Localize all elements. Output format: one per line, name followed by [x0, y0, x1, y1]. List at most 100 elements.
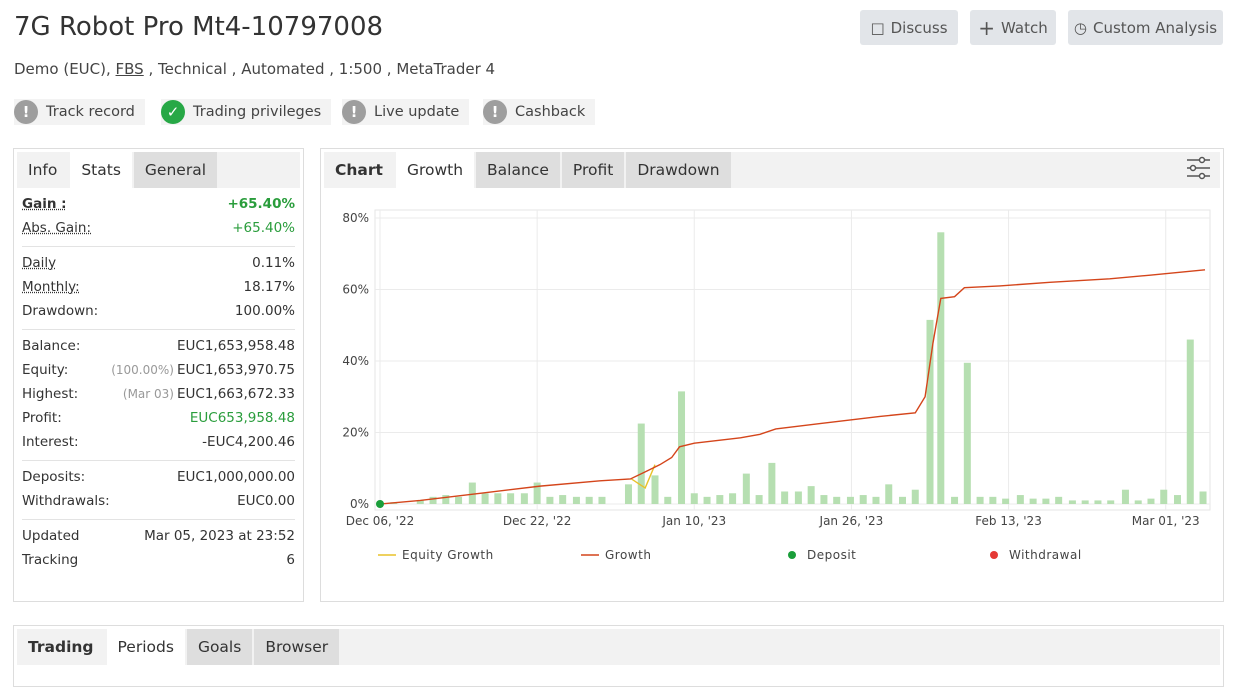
stats-value-text: EUC1,000,000.00 — [176, 469, 295, 485]
stats-value-text: 6 — [286, 552, 295, 568]
badge-label: Track record — [46, 104, 135, 120]
discuss-button[interactable]: □ Discuss — [860, 10, 958, 45]
stats-row: Withdrawals: EUC0.00 — [22, 489, 295, 513]
bar — [546, 496, 554, 504]
legend-label: Growth — [605, 548, 651, 562]
x-tick-label: Feb 13, '23 — [975, 514, 1042, 528]
bar — [559, 495, 567, 504]
subtitle: Demo (EUC), FBS , Technical , Automated … — [14, 60, 495, 78]
stats-label: Monthly: — [22, 279, 80, 295]
stats-value-text: EUC0.00 — [237, 493, 295, 509]
stats-value: EUC0.00 — [237, 493, 295, 509]
stats-group: Updated Mar 05, 2023 at 23:52 Tracking 6 — [22, 520, 295, 578]
bar — [1107, 500, 1115, 504]
bar — [1134, 500, 1142, 504]
stats-value: +65.40% — [227, 196, 295, 212]
legend-swatch — [788, 551, 796, 559]
tab[interactable]: Periods — [106, 629, 185, 665]
stats-value: EUC1,000,000.00 — [177, 469, 295, 485]
stats-value: (100.00%) EUC1,653,970.75 — [111, 362, 295, 378]
tab[interactable]: Chart — [335, 161, 383, 179]
tab[interactable]: Info — [28, 161, 58, 179]
bar — [1081, 500, 1089, 504]
stats-row: Drawdown: 100.00% — [22, 299, 295, 323]
tab[interactable]: Growth — [395, 152, 475, 188]
bar — [1042, 498, 1050, 504]
stats-label: Balance: — [22, 338, 81, 354]
y-tick-label: 20% — [342, 426, 369, 440]
bar — [651, 475, 659, 504]
tab[interactable]: Balance — [476, 152, 560, 188]
bar — [585, 496, 593, 504]
stats-label: Drawdown: — [22, 303, 99, 319]
icon: ◷ — [1073, 18, 1088, 37]
bar — [416, 500, 424, 504]
bar — [781, 491, 789, 504]
tab[interactable]: Trading — [28, 638, 94, 656]
stats-note: (100.00%) — [111, 363, 174, 377]
y-tick-label: 60% — [342, 283, 369, 297]
tab[interactable]: General — [133, 152, 218, 188]
y-tick-label: 80% — [342, 211, 369, 225]
stats-value-text: 0.11% — [252, 255, 295, 271]
bar — [520, 493, 528, 504]
stats-value: 6 — [286, 552, 295, 568]
tab[interactable]: Goals — [186, 629, 253, 665]
stats-group: Gain : +65.40% Abs. Gain: +65.40% — [22, 188, 295, 247]
stats-row: Highest: (Mar 03) EUC1,663,672.33 — [22, 382, 295, 406]
bar — [1199, 491, 1207, 504]
stats-row: Equity: (100.00%) EUC1,653,970.75 — [22, 358, 295, 382]
bar — [1147, 498, 1155, 504]
stats-value: (Mar 03) EUC1,663,672.33 — [123, 386, 295, 402]
bar — [1055, 496, 1063, 504]
line — [379, 269, 1206, 505]
label: Custom Analysis — [1093, 18, 1218, 37]
chart: 0% 20% 40% 60% 80% Dec 06, '22 Dec 22, '22 Jan … — [342, 156, 1211, 562]
label: Watch — [1001, 18, 1048, 37]
custom-analysis-button[interactable]: ◷ Custom Analysis — [1068, 10, 1223, 45]
tab[interactable]: Stats — [70, 152, 132, 188]
bar — [624, 484, 632, 504]
bar — [885, 484, 893, 504]
tab[interactable]: Profit — [561, 152, 625, 188]
line — [631, 464, 656, 489]
stats-label: Equity: — [22, 362, 69, 378]
bar — [794, 491, 802, 504]
stats-label: Updated — [22, 528, 80, 544]
stats-group: Deposits: EUC1,000,000.00 Withdrawals: EUC0… — [22, 461, 295, 520]
broker-link[interactable]: FBS — [115, 60, 144, 78]
bar — [442, 495, 450, 504]
badge-label: Live update — [374, 104, 460, 120]
stats-value: -EUC4,200.46 — [202, 434, 295, 450]
settings-icon[interactable] — [1187, 156, 1210, 180]
stats-value-text: 18.17% — [243, 279, 295, 295]
x-tick-label: Jan 26, '23 — [819, 514, 884, 528]
bar — [507, 493, 515, 504]
tab[interactable]: Browser — [254, 629, 340, 665]
watch-button[interactable]: + Watch — [970, 10, 1056, 45]
bar — [989, 496, 997, 504]
y-tick-label: 40% — [342, 354, 369, 368]
tab[interactable]: Drawdown — [626, 152, 731, 188]
bar — [703, 496, 711, 504]
stats-value-text: EUC1,653,958.48 — [176, 338, 295, 354]
bar — [1068, 500, 1076, 504]
badge-icon: ! — [14, 100, 38, 124]
bar — [926, 319, 934, 504]
stats-value-text: EUC1,653,970.75 — [176, 362, 295, 378]
badge-label: Trading privileges — [193, 104, 322, 120]
stats-label: Abs. Gain: — [22, 220, 92, 236]
x-tick-label: Mar 01, '23 — [1132, 514, 1200, 528]
bar — [976, 496, 984, 504]
bar — [1160, 489, 1168, 504]
bar — [455, 496, 463, 504]
badge: ! Live update — [342, 99, 470, 125]
stats-label: Deposits: — [22, 469, 86, 485]
stats-tabs: Info Stats General — [17, 152, 300, 188]
stats-label: Interest: — [22, 434, 79, 450]
stats-group: Daily 0.11% Monthly: 18.17% Drawdown: 100.00% — [22, 247, 295, 330]
bottom-tabs: Trading Periods Goals Browser — [17, 629, 1220, 665]
bar — [833, 496, 841, 504]
bar — [468, 482, 476, 504]
bar — [951, 496, 959, 504]
